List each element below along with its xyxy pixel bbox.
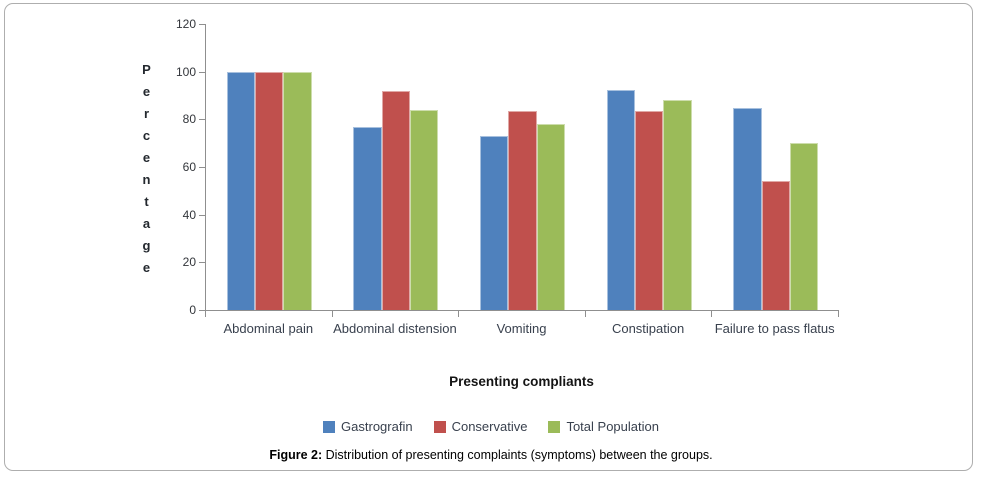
bar-total-population-vomiting [536, 124, 565, 310]
bar-gastrografin-abdominal-distension [353, 126, 382, 310]
x-tick-mark [838, 311, 839, 317]
bar-total-population-failure-to-pass-flatus [789, 143, 819, 310]
bar-total-population-abdominal-distension [410, 109, 439, 310]
figure-caption-number: Figure 2: [269, 448, 323, 462]
legend-item-gastrografin: Gastrografin [323, 419, 413, 434]
y-tick-mark [199, 24, 206, 25]
y-tick-mark [199, 214, 206, 216]
x-tick-mark [331, 311, 333, 317]
plot-area [205, 24, 839, 311]
y-tick-label: 100 [175, 64, 196, 79]
bar-total-population-constipation [663, 100, 692, 310]
y-tick-label: 80 [182, 112, 196, 127]
legend-swatch-total-population [548, 420, 561, 433]
legend-swatch-gastrografin [323, 420, 336, 433]
x-category-label: Abdominal distension [333, 321, 457, 336]
x-tick-mark [205, 311, 206, 317]
bar-conservative-abdominal-distension [381, 91, 411, 310]
y-tick-label: 120 [175, 17, 196, 31]
y-tick-mark [199, 167, 206, 168]
bar-conservative-failure-to-pass-flatus [761, 180, 790, 310]
y-tick-label: 40 [182, 207, 196, 222]
bar-conservative-constipation [634, 111, 664, 310]
y-tick-label: 60 [182, 160, 196, 174]
y-tick-mark [199, 71, 206, 73]
y-tick-label: 0 [189, 303, 196, 317]
y-tick-mark [199, 119, 206, 121]
legend-label: Gastrografin [341, 419, 413, 434]
legend-swatch-conservative [433, 420, 446, 433]
bar-total-population-abdominal-pain [283, 71, 312, 310]
x-category-label: Vomiting [496, 321, 547, 336]
figure-caption: Figure 2: Distribution of presenting com… [0, 448, 982, 462]
chart-legend: Gastrografin Conservative Total Populati… [0, 419, 982, 434]
x-category-label: Constipation [611, 321, 685, 336]
bar-gastrografin-constipation [606, 90, 635, 310]
x-axis-title: Presenting compliants [449, 374, 594, 389]
x-tick-mark [584, 311, 586, 317]
x-category-label: Failure to pass flatus [714, 321, 835, 336]
bar-conservative-vomiting [508, 111, 537, 310]
legend-label: Total Population [566, 419, 659, 434]
legend-item-conservative: Conservative [433, 419, 528, 434]
figure-caption-text: Distribution of presenting complaints (s… [322, 448, 713, 462]
bar-gastrografin-failure-to-pass-flatus [733, 108, 762, 310]
bar-conservative-abdominal-pain [255, 71, 284, 310]
y-tick-mark [199, 262, 206, 264]
y-axis-title: Percentage [139, 62, 154, 282]
legend-item-total-population: Total Population [548, 419, 659, 434]
x-tick-mark [458, 311, 460, 317]
y-tick-label: 20 [182, 255, 196, 270]
bar-gastrografin-abdominal-pain [226, 71, 256, 310]
y-tick-mark [199, 310, 206, 311]
legend-label: Conservative [451, 419, 528, 434]
x-tick-mark [711, 311, 713, 317]
bar-gastrografin-vomiting [480, 135, 509, 310]
x-category-label: Abdominal pain [223, 321, 314, 336]
